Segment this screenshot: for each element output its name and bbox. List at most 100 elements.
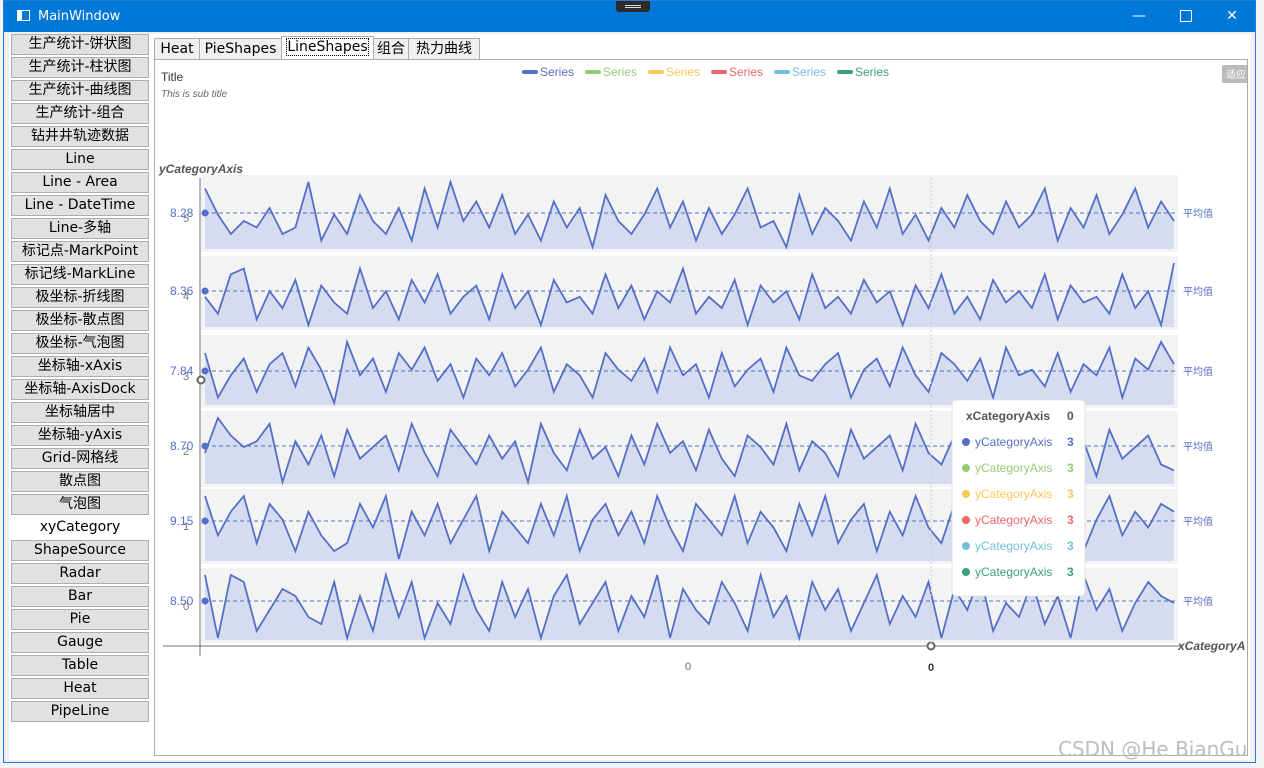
- sidebar-item-19[interactable]: 散点图: [11, 471, 149, 492]
- series-area: [205, 182, 1174, 249]
- tooltip-marker: [962, 542, 970, 550]
- tooltip-series-label: yCategoryAxis: [975, 539, 1052, 553]
- sidebar-item-25[interactable]: Pie: [11, 609, 149, 630]
- fit-button[interactable]: [1222, 65, 1247, 83]
- y-category-label: 4: [183, 291, 189, 303]
- tooltip-header-value: 0: [1067, 409, 1074, 423]
- sidebar-item-16[interactable]: 坐标轴居中: [11, 402, 149, 423]
- tooltip-series-label: yCategoryAxis: [975, 565, 1052, 579]
- sidebar-item-8[interactable]: Line-多轴: [11, 218, 149, 239]
- sidebar-item-20[interactable]: 气泡图: [11, 494, 149, 515]
- tab-3[interactable]: 组合: [373, 38, 409, 60]
- legend-swatch[interactable]: [648, 70, 664, 74]
- tooltip-series-value: 3: [1067, 539, 1074, 553]
- markline-start-dot: [201, 597, 209, 605]
- tab-4[interactable]: 热力曲线: [408, 38, 480, 60]
- tooltip-series-label: yCategoryAxis: [975, 435, 1052, 449]
- y-category-label: 0: [183, 601, 189, 613]
- legend-item[interactable]: Series: [855, 65, 889, 79]
- legend-item[interactable]: Series: [729, 65, 763, 79]
- sidebar-item-18[interactable]: Grid-网格线: [11, 448, 149, 469]
- tab-label: LineShapes: [286, 38, 369, 56]
- average-value: 7.84: [170, 364, 194, 378]
- tooltip-series-value: 3: [1067, 565, 1074, 579]
- sidebar-item-27[interactable]: Table: [11, 655, 149, 676]
- chart[interactable]: Title This is sub title Series Series Series…: [155, 60, 1247, 755]
- sidebar-item-1[interactable]: 生产统计-柱状图: [11, 57, 149, 78]
- tooltip-marker: [962, 490, 970, 498]
- tooltip-series-value: 3: [1067, 487, 1074, 501]
- legend-swatch[interactable]: [711, 70, 727, 74]
- sidebar-item-24[interactable]: Bar: [11, 586, 149, 607]
- maximize-icon: [1180, 10, 1192, 22]
- csdn-watermark: CSDN @He BianGu: [1058, 737, 1248, 761]
- tooltip-series-label: yCategoryAxis: [975, 461, 1052, 475]
- minimize-button[interactable]: —: [1116, 1, 1162, 32]
- tooltip-marker: [962, 516, 970, 524]
- sidebar-item-13[interactable]: 极坐标-气泡图: [11, 333, 149, 354]
- sidebar-item-23[interactable]: Radar: [11, 563, 149, 584]
- snap-grip-icon[interactable]: [616, 1, 650, 12]
- sidebar-item-17[interactable]: 坐标轴-yAxis: [11, 425, 149, 446]
- legend-swatch[interactable]: [522, 70, 538, 74]
- sidebar-item-4[interactable]: 钻井井轨迹数据: [11, 126, 149, 147]
- legend-item[interactable]: Series: [603, 65, 637, 79]
- x-axis-name: xCategoryA: [1177, 639, 1245, 653]
- average-value: 8.50: [170, 594, 194, 608]
- sidebar-item-21[interactable]: xyCategory: [11, 517, 149, 538]
- fit-button-label: 适应: [1226, 68, 1246, 81]
- close-icon: ✕: [1226, 8, 1238, 24]
- legend-item[interactable]: Series: [540, 65, 574, 79]
- tooltip-series-value: 3: [1067, 435, 1074, 449]
- series-line[interactable]: [204, 178, 1175, 251]
- markline-start-dot: [201, 442, 209, 450]
- close-button[interactable]: ✕: [1209, 1, 1255, 32]
- tooltip-series-value: 3: [1067, 461, 1074, 475]
- sidebar-item-29[interactable]: PipeLine: [11, 701, 149, 722]
- tab-1[interactable]: PieShapes: [199, 38, 282, 60]
- y-category-label: 2: [183, 446, 189, 458]
- title-bar[interactable]: MainWindow — ✕: [4, 1, 1255, 32]
- tooltip: [951, 399, 1086, 597]
- sidebar-item-10[interactable]: 标记线-MarkLine: [11, 264, 149, 285]
- axis-pointer-handle[interactable]: [196, 375, 206, 385]
- sidebar-item-28[interactable]: Heat: [11, 678, 149, 699]
- legend-item[interactable]: Series: [666, 65, 700, 79]
- sidebar-item-0[interactable]: 生产统计-饼状图: [11, 34, 149, 55]
- sidebar-item-22[interactable]: ShapeSource: [11, 540, 149, 561]
- maximize-button[interactable]: [1163, 1, 1209, 32]
- tooltip-header: xCategoryAxis: [966, 409, 1050, 423]
- legend-swatch[interactable]: [774, 70, 790, 74]
- legend-swatch[interactable]: [585, 70, 601, 74]
- sidebar-nav: 生产统计-饼状图 生产统计-柱状图 生产统计-曲线图 生产统计-组合 钻井井轨迹数据 Li…: [9, 34, 152, 760]
- content-area: Heat PieShapes LineShapes 组合 热力曲线 Title This …: [150, 34, 1251, 760]
- tooltip-series-value: 3: [1067, 513, 1074, 527]
- legend-swatch[interactable]: [837, 70, 853, 74]
- tab-2[interactable]: LineShapes: [281, 36, 374, 61]
- sidebar-item-6[interactable]: Line - Area: [11, 172, 149, 193]
- markline-start-dot: [201, 367, 209, 375]
- sidebar-item-2[interactable]: 生产统计-曲线图: [11, 80, 149, 101]
- tab-label: 组合: [377, 41, 405, 57]
- sidebar-item-11[interactable]: 极坐标-折线图: [11, 287, 149, 308]
- series-area: [205, 263, 1174, 327]
- markline-start-dot: [201, 517, 209, 525]
- tab-0[interactable]: Heat: [154, 38, 200, 60]
- sidebar-item-9[interactable]: 标记点-MarkPoint: [11, 241, 149, 262]
- legend-item[interactable]: Series: [792, 65, 826, 79]
- sidebar-item-3[interactable]: 生产统计-组合: [11, 103, 149, 124]
- sidebar-item-7[interactable]: Line - DateTime: [11, 195, 149, 216]
- series-line[interactable]: [204, 338, 1175, 407]
- sidebar-item-12[interactable]: 极坐标-散点图: [11, 310, 149, 331]
- sidebar-item-5[interactable]: Line: [11, 149, 149, 170]
- average-value: 9.15: [170, 514, 194, 528]
- window-title: MainWindow: [38, 9, 121, 24]
- y-axis-name: yCategoryAxis: [158, 162, 243, 176]
- average-label: 平均值: [1183, 285, 1213, 298]
- tab-panel: Title This is sub title Series Series Series…: [154, 59, 1248, 756]
- y-category-label: 5: [183, 213, 189, 225]
- sidebar-item-26[interactable]: Gauge: [11, 632, 149, 653]
- series-line[interactable]: [204, 571, 1175, 642]
- sidebar-item-15[interactable]: 坐标轴-AxisDock: [11, 379, 149, 400]
- sidebar-item-14[interactable]: 坐标轴-xAxis: [11, 356, 149, 377]
